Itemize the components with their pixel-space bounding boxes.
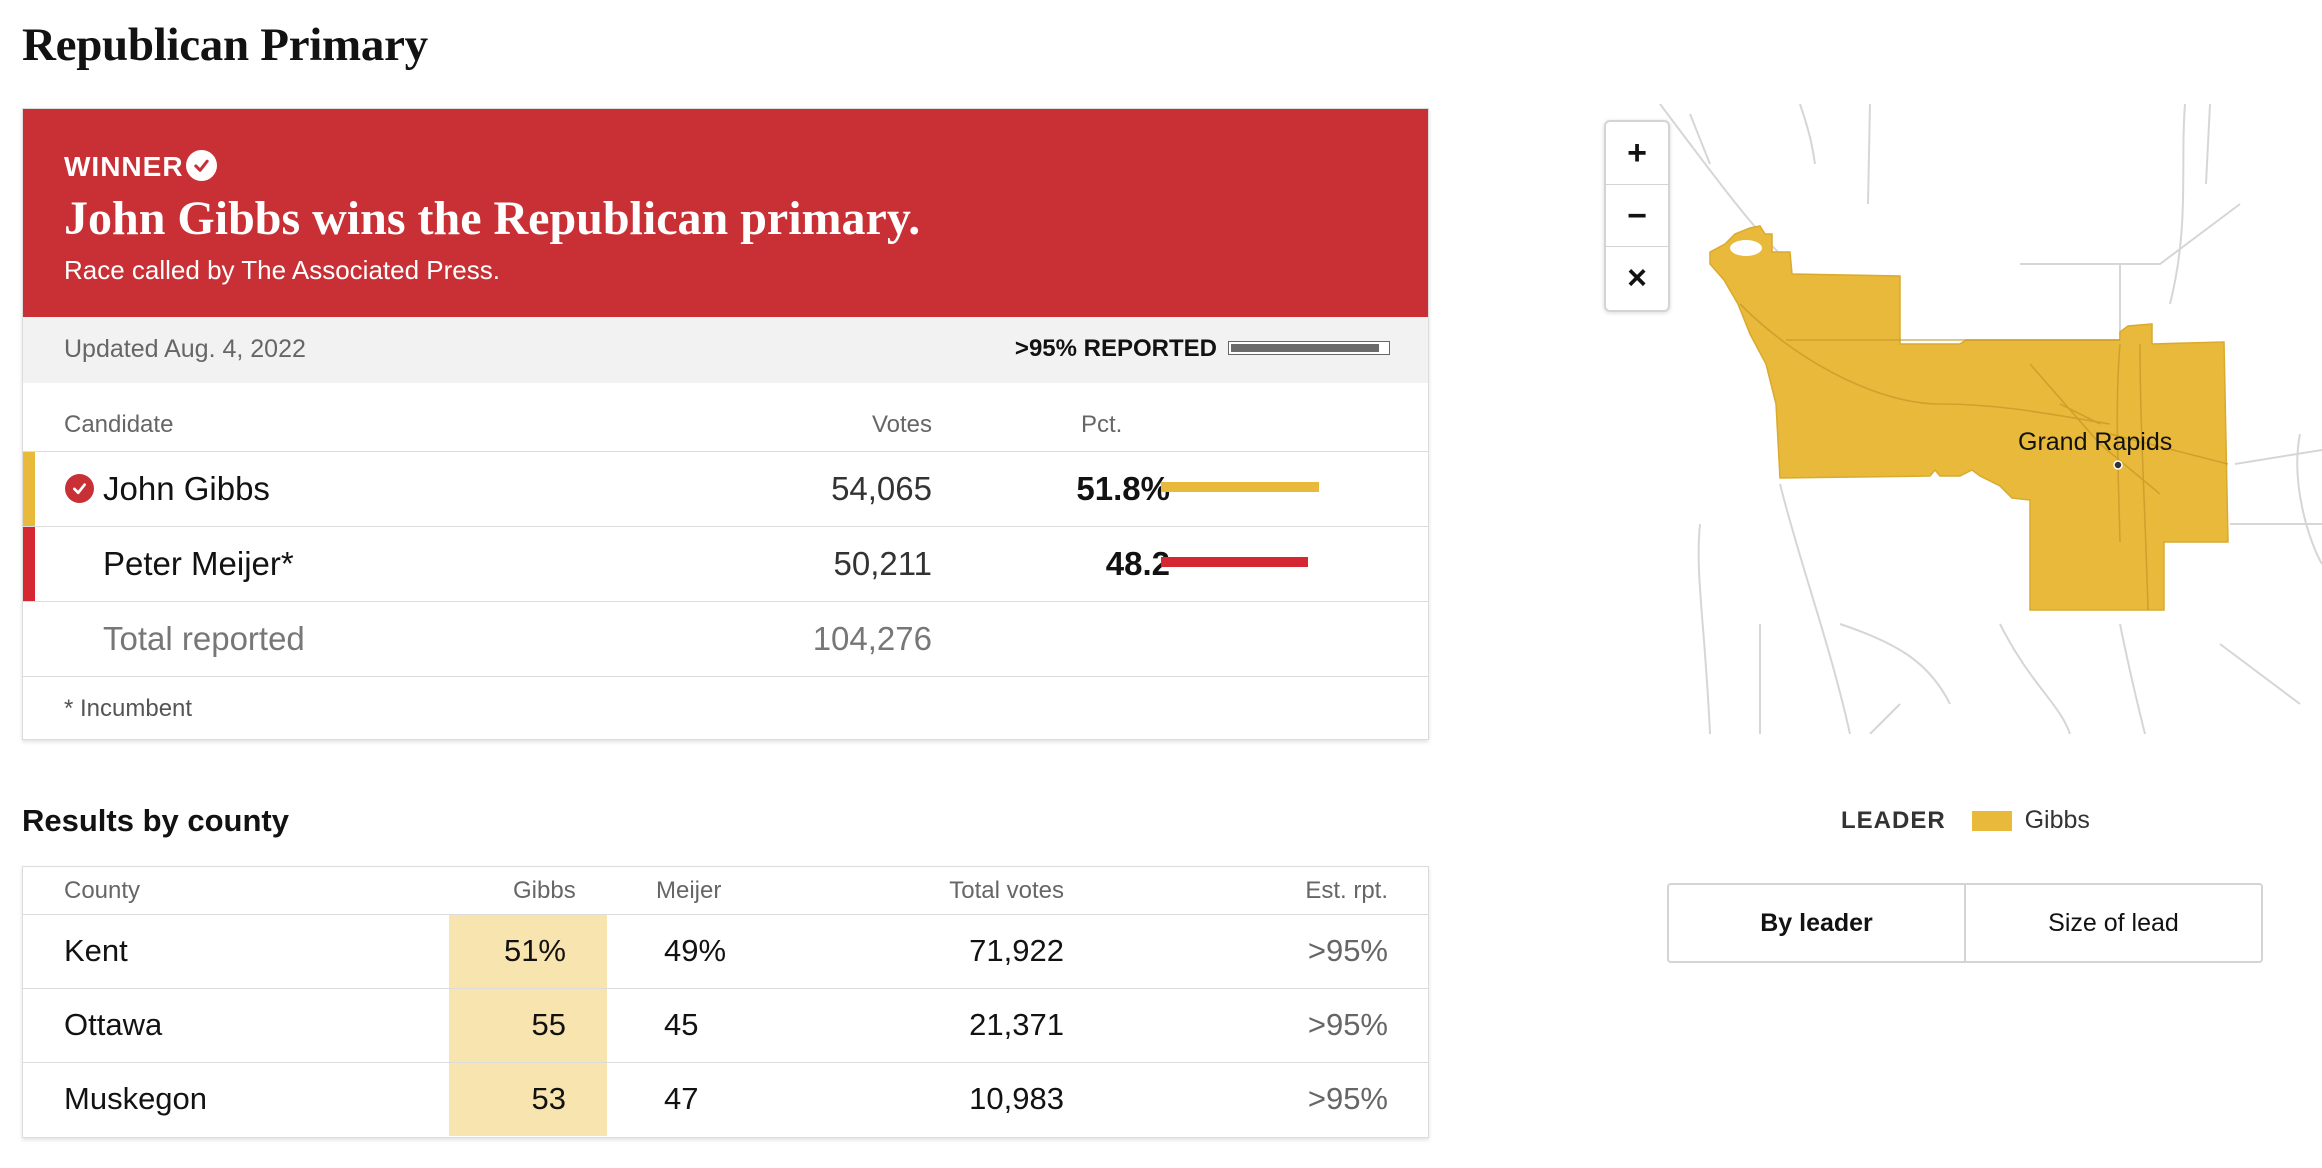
legend-swatch <box>1972 810 2013 831</box>
total-votes: 104,276 <box>812 620 932 657</box>
total-votes: 10,983 <box>969 1081 1064 1116</box>
city-marker-dot <box>2113 460 2123 470</box>
updated-timestamp: Updated Aug. 4, 2022 <box>64 335 306 363</box>
map-canvas[interactable] <box>1600 104 2322 734</box>
winner-check-icon <box>65 474 94 503</box>
meijer-pct: 45 <box>664 1007 699 1042</box>
map-road <box>2119 623 2146 734</box>
district-region-gibbs <box>1709 225 2229 611</box>
column-header-county: County <box>64 877 141 904</box>
table-row: Kent 51% 49% 71,922 >95% <box>23 914 1428 988</box>
race-results-card: WINNER John Gibbs wins the Republican pr… <box>22 108 1429 740</box>
total-votes: 71,922 <box>969 933 1064 968</box>
reported-label: >95% REPORTED <box>1014 335 1217 362</box>
gibbs-pct: 55 <box>531 1007 566 1042</box>
map-road <box>1689 113 1711 165</box>
gibbs-pct: 53 <box>531 1081 566 1116</box>
winner-banner: WINNER John Gibbs wins the Republican pr… <box>23 109 1428 317</box>
legend-label: Gibbs <box>2024 806 2090 834</box>
candidate-pct: 48.2 <box>1105 545 1170 582</box>
total-votes: 21,371 <box>969 1007 1064 1042</box>
county-name: Kent <box>64 933 128 968</box>
map-legend: LEADER Gibbs <box>1841 806 2090 840</box>
incumbent-footnote: * Incumbent <box>64 695 193 722</box>
meijer-pct: 47 <box>664 1081 699 1116</box>
reported-progress-bar <box>1228 341 1390 355</box>
leader-highlight <box>449 1063 607 1136</box>
map-road <box>2219 643 2301 705</box>
est-reported: >95% <box>1307 1007 1388 1042</box>
size-of-lead-button[interactable]: Size of lead <box>1964 885 2261 961</box>
map-road <box>2020 203 2241 265</box>
map-road <box>2234 449 2322 465</box>
map-road <box>1799 104 1816 165</box>
county-name: Ottawa <box>64 1007 163 1042</box>
reported-progress-fill <box>1231 344 1380 352</box>
candidate-pct-bar <box>1161 482 1319 492</box>
map-zoom-controls: + − × <box>1604 120 1670 312</box>
map-road <box>2169 104 2186 305</box>
map-road <box>2205 104 2211 185</box>
table-row: Ottawa 55 45 21,371 >95% <box>23 988 1428 1062</box>
map-road <box>2296 433 2322 565</box>
status-bar: Updated Aug. 4, 2022 >95% REPORTED <box>23 317 1428 383</box>
county-results-table: County Gibbs Meijer Total votes Est. rpt… <box>22 866 1429 1138</box>
total-row: Total reported 104,276 <box>23 601 1428 676</box>
column-header-pct: Pct. <box>1081 411 1123 438</box>
map-road <box>1839 623 1951 705</box>
map-road <box>2139 343 2149 611</box>
map-road <box>1697 523 1711 734</box>
checkmark-icon <box>186 150 217 181</box>
leader-highlight <box>449 989 607 1062</box>
candidate-row: Peter Meijer* 50,211 48.2 <box>23 526 1428 602</box>
total-label: Total reported <box>103 620 305 657</box>
winner-label: WINNER <box>64 151 184 182</box>
candidate-pct-bar <box>1161 557 1308 567</box>
candidate-name: Peter Meijer* <box>103 545 294 582</box>
column-header-meijer: Meijer <box>656 877 722 904</box>
zoom-out-button[interactable]: − <box>1606 184 1668 247</box>
candidate-votes: 50,211 <box>833 545 932 582</box>
candidate-votes: 54,065 <box>831 470 932 507</box>
table-row: Muskegon 53 47 10,983 >95% <box>23 1062 1428 1136</box>
column-header-est-rpt: Est. rpt. <box>1305 877 1388 904</box>
by-leader-button[interactable]: By leader <box>1760 908 1873 937</box>
map-road <box>2059 403 2101 425</box>
winner-headline: John Gibbs wins the Republican primary. <box>64 192 921 245</box>
map-road <box>2109 433 2229 465</box>
candidate-pct: 51.8% <box>1076 470 1170 507</box>
page-title: Republican Primary <box>22 19 428 71</box>
map-road <box>1999 623 2071 734</box>
legend-title: LEADER <box>1841 806 1946 834</box>
reset-zoom-button[interactable]: × <box>1606 246 1668 309</box>
column-header-gibbs: Gibbs <box>513 877 576 904</box>
zoom-in-button[interactable]: + <box>1627 133 1647 172</box>
est-reported: >95% <box>1307 933 1388 968</box>
map-road <box>1869 703 1901 734</box>
column-header-votes: Votes <box>871 411 932 438</box>
map-road <box>2029 363 2161 495</box>
map-road <box>1779 483 1851 734</box>
candidate-row: John Gibbs 54,065 51.8% <box>23 451 1428 527</box>
leader-highlight <box>449 915 607 988</box>
meijer-pct: 49% <box>664 933 727 968</box>
gibbs-pct: 51% <box>503 933 566 968</box>
column-header-candidate: Candidate <box>64 411 174 438</box>
candidate-color-stripe <box>23 452 35 527</box>
city-label-grand-rapids: Grand Rapids <box>2018 428 2173 456</box>
candidate-color-stripe <box>23 527 35 602</box>
lake-cutout <box>1730 240 1762 256</box>
est-reported: >95% <box>1307 1081 1388 1116</box>
candidate-name: John Gibbs <box>103 470 270 507</box>
map-road <box>1739 303 2111 425</box>
footnote-row: * Incumbent <box>23 676 1428 740</box>
race-called-text: Race called by The Associated Press. <box>64 255 500 285</box>
column-header-total-votes: Total votes <box>949 877 1064 904</box>
district-map[interactable] <box>1600 104 2322 734</box>
map-view-toggle: By leader Size of lead <box>1667 883 2263 963</box>
county-name: Muskegon <box>64 1081 208 1116</box>
county-results-title: Results by county <box>22 803 289 838</box>
map-road <box>1867 104 1871 205</box>
